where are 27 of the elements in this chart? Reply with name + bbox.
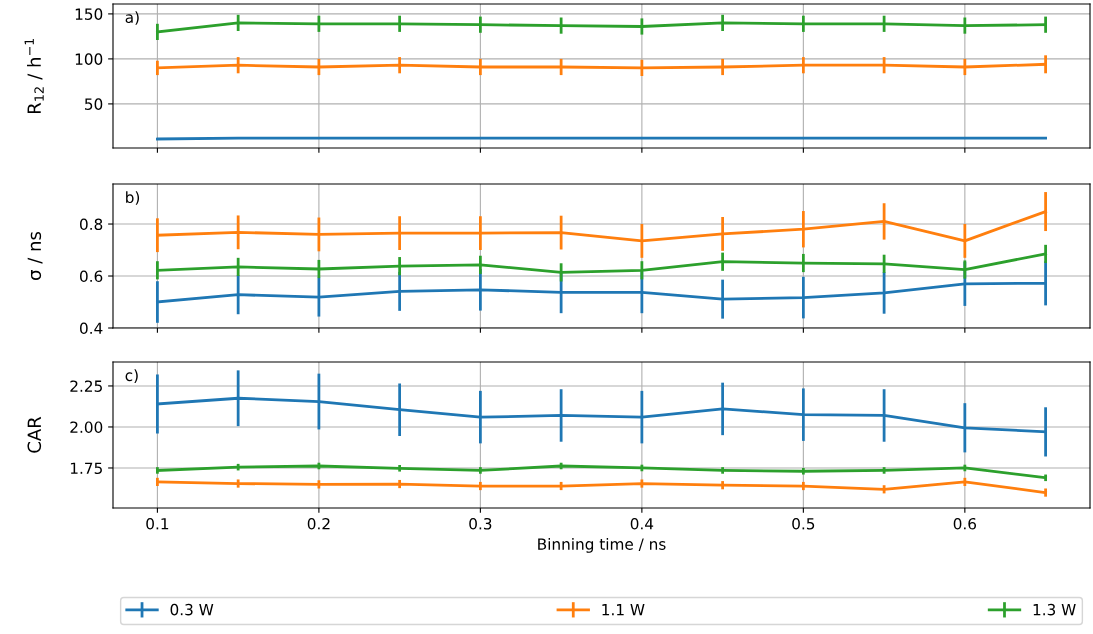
annotation: c) <box>125 369 138 383</box>
y-tick-label: 50 <box>85 98 103 110</box>
x-tick-label: 0.5 <box>792 517 815 530</box>
x-tick-label: 0.4 <box>630 517 654 530</box>
y-axis-title: R$_{12}$ / h$^{−1}$ <box>24 38 44 114</box>
y-tick-label: 150 <box>75 8 103 20</box>
y-tick-label: 0.4 <box>79 322 103 335</box>
x-tick-label: 0.1 <box>146 517 169 530</box>
x-tick-label: 0.2 <box>307 517 330 530</box>
annotation: b) <box>126 191 140 205</box>
legend-label: 1.1 W <box>602 604 645 616</box>
y-tick-label: 1.75 <box>70 462 102 474</box>
x-tick-label: 0.3 <box>469 517 492 530</box>
x-axis-title: Binning time / ns <box>538 538 666 553</box>
y-tick-label: 2.25 <box>70 380 102 392</box>
legend-label: 1.3 W <box>1033 603 1076 616</box>
line-series <box>156 480 1047 494</box>
y-tick-label: 0.6 <box>79 270 103 283</box>
y-tick-label: 100 <box>75 53 103 65</box>
y-axis-title: σ / ns <box>27 231 43 280</box>
annotation: a) <box>125 11 139 25</box>
y-axis-title: CAR <box>27 416 42 453</box>
line-series <box>156 464 1047 480</box>
x-tick-label: 0.6 <box>953 517 977 530</box>
legend-label: 0.3 W <box>170 603 214 616</box>
y-tick-label: 2.00 <box>70 421 103 433</box>
y-tick-label: 0.8 <box>79 218 103 231</box>
